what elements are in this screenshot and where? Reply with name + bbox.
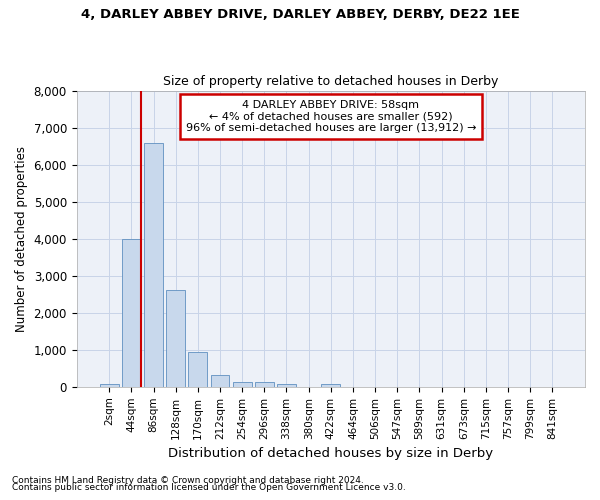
Bar xyxy=(144,143,163,387)
Y-axis label: Number of detached properties: Number of detached properties xyxy=(15,146,28,332)
Title: Size of property relative to detached houses in Derby: Size of property relative to detached ho… xyxy=(163,76,499,88)
Bar xyxy=(255,382,274,387)
Bar xyxy=(100,384,119,387)
Bar xyxy=(122,239,141,387)
Text: 4 DARLEY ABBEY DRIVE: 58sqm
← 4% of detached houses are smaller (592)
96% of sem: 4 DARLEY ABBEY DRIVE: 58sqm ← 4% of deta… xyxy=(185,100,476,133)
Bar xyxy=(188,352,207,387)
Text: Contains public sector information licensed under the Open Government Licence v3: Contains public sector information licen… xyxy=(12,484,406,492)
Bar xyxy=(233,382,251,387)
Text: 4, DARLEY ABBEY DRIVE, DARLEY ABBEY, DERBY, DE22 1EE: 4, DARLEY ABBEY DRIVE, DARLEY ABBEY, DER… xyxy=(80,8,520,20)
Bar xyxy=(322,384,340,387)
X-axis label: Distribution of detached houses by size in Derby: Distribution of detached houses by size … xyxy=(168,447,493,460)
Bar xyxy=(277,384,296,387)
Bar xyxy=(166,290,185,387)
Text: Contains HM Land Registry data © Crown copyright and database right 2024.: Contains HM Land Registry data © Crown c… xyxy=(12,476,364,485)
Bar xyxy=(211,374,229,387)
